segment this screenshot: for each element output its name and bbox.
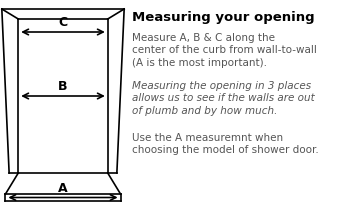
Text: B: B [58, 80, 68, 93]
Text: A: A [58, 183, 68, 196]
Text: Use the A measuremnt when
choosing the model of shower door.: Use the A measuremnt when choosing the m… [132, 133, 319, 155]
Text: C: C [58, 16, 68, 29]
Text: Measuring the opening in 3 places
allows us to see if the walls are out
of plumb: Measuring the opening in 3 places allows… [132, 81, 315, 116]
Text: Measuring your opening: Measuring your opening [132, 11, 315, 24]
Text: Measure A, B & C along the
center of the curb from wall-to-wall
(A is the most i: Measure A, B & C along the center of the… [132, 33, 317, 68]
